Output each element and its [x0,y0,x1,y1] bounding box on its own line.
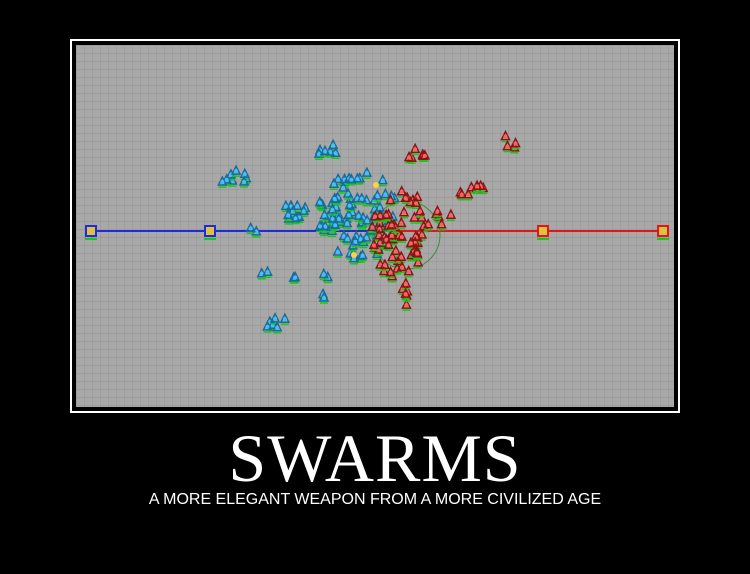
blue-swarm-unit-80 [327,203,338,216]
blue-swarm-unit-65 [353,209,364,222]
blue-swarm-unit-51 [369,194,380,207]
poster-caption: A MORE ELEGANT WEAPON FROM A MORE CIVILI… [148,491,602,508]
blue-swarm-unit-125 [271,321,283,334]
red-swarm-unit-177 [385,193,396,207]
blue-swarm-unit-84 [314,219,326,233]
red-base-icon-health [657,238,669,240]
blue-swarm-unit-108 [292,199,303,213]
blue-base-icon [85,225,97,237]
poster-frame [70,39,680,413]
blue-swarm-unit-67 [341,216,353,230]
red-swarm-unit-201 [396,216,407,230]
blue-swarm-unit-103 [298,204,309,218]
blue-swarm-unit-97 [217,175,228,188]
red-swarm-unit-137 [412,256,424,269]
shot-flash [351,252,357,258]
blue-swarm-unit-86 [319,208,330,222]
blue-swarm-unit-121 [318,267,330,281]
red-swarm-unit-167 [422,218,434,231]
blue-swarm-unit-73 [350,235,361,248]
red-swarm-unit-204 [409,142,421,156]
blue-swarm-unit-72 [346,173,357,186]
red-tower-icon [537,225,549,237]
red-swarm-unit-229 [400,277,412,290]
blue-tower-icon-health [204,238,216,240]
red-swarm-unit-214 [471,179,483,192]
red-swarm-unit-222 [445,208,457,221]
red-tower-icon-health [537,238,549,240]
red-swarm-unit-224 [436,218,447,231]
poster-title: SWARMS [228,420,522,496]
red-swarm-unit-197 [383,238,394,252]
blue-swarm-unit-89 [328,177,340,190]
red-swarm-unit-193 [398,206,410,219]
red-swarm-unit-198 [400,191,411,204]
blue-swarm-unit-88 [314,195,326,209]
red-swarm-unit-217 [500,129,511,143]
blue-swarm-unit-87 [361,166,373,179]
blue-base-icon-health [85,238,97,240]
blue-swarm-unit-117 [262,265,273,278]
blue-swarm-unit-116 [256,267,267,280]
blue-tower-icon [204,225,216,237]
blue-swarm-unit-96 [238,175,250,188]
blue-swarm-unit-64 [356,192,367,205]
red-swarm-unit-194 [381,208,392,222]
blue-swarm-unit-83 [380,187,391,201]
blue-swarm-unit-129 [318,291,330,304]
red-swarm-unit-215 [456,188,467,201]
red-swarm-unit-151 [395,250,407,263]
shot-flash [373,182,379,188]
blue-swarm-unit-37 [377,173,388,187]
blue-swarm-unit-109 [283,208,294,222]
red-swarm-unit-223 [432,204,443,218]
red-swarm-unit-166 [373,243,384,256]
red-swarm-unit-171 [369,209,381,223]
red-swarm-unit-218 [502,139,513,153]
blue-swarm-unit-82 [337,181,349,194]
red-swarm-unit-188 [385,265,396,279]
red-swarm-unit-225 [401,298,412,311]
blue-swarm-unit-127 [262,320,273,333]
blue-swarm-unit-115 [330,146,341,159]
red-swarm-unit-176 [386,218,397,232]
red-swarm-unit-158 [396,260,408,274]
blue-swarm-unit-105 [290,211,301,225]
red-swarm-unit-199 [403,264,414,278]
blue-swarm-unit-39 [352,172,363,185]
blue-swarm-unit-71 [332,245,343,258]
blue-swarm-unit-93 [230,164,242,177]
battle-scene [85,129,669,334]
blue-swarm-unit-78 [329,218,341,231]
red-swarm-unit-206 [403,150,415,164]
blue-swarm-unit-49 [329,192,340,205]
blue-swarm-unit-55 [357,249,368,262]
blue-swarm-unit-114 [319,144,331,158]
red-base-icon [657,225,669,237]
red-swarm-unit-191 [379,258,391,271]
game-battlefield [76,45,674,407]
blue-swarm-unit-70 [319,219,331,233]
red-swarm-unit-219 [510,136,521,150]
blue-swarm-unit-126 [279,312,291,325]
red-swarm-unit-168 [396,230,408,243]
red-swarm-unit-182 [367,220,378,234]
blue-swarm-unit-119 [289,270,301,284]
red-swarm-unit-190 [414,204,426,218]
red-swarm-unit-230 [400,287,411,300]
blue-swarm-unit-131 [245,221,256,235]
blue-swarm-unit-66 [344,199,355,212]
blue-swarm-unit-76 [361,231,372,244]
red-swarm-unit-207 [419,149,431,162]
red-swarm-unit-139 [387,250,398,264]
blue-swarm-unit-85 [372,189,383,202]
red-swarm-unit-200 [411,246,423,260]
red-swarm-unit-195 [368,238,380,252]
blue-swarm-unit-41 [342,232,353,245]
blue-swarm-unit-124 [269,312,281,325]
